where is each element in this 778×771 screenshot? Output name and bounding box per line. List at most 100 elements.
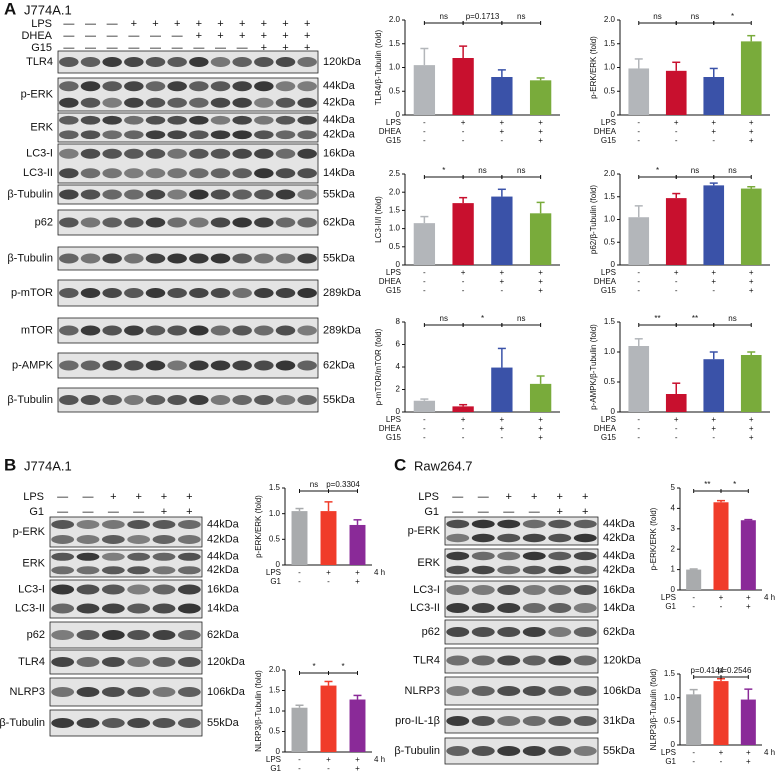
significance-label: * [341,662,344,671]
band [102,97,122,108]
band [80,288,101,298]
y-tick-label: 0 [611,110,616,119]
band [76,718,100,728]
band [177,630,201,640]
bar [713,681,729,745]
band [471,627,495,637]
condition-sign: + [161,506,167,518]
size-label: 16kDa [207,583,240,595]
band [59,57,79,67]
band [275,130,296,140]
y-tick-label: 2.0 [604,15,616,24]
band [210,360,231,371]
condition-label: DHEA [379,424,402,433]
band [101,657,125,667]
significance-label: ns [653,12,661,21]
band [152,535,176,544]
band [210,288,231,298]
condition-sign: + [749,277,754,286]
y-axis-label: p-ERK/ERK (fold) [589,36,598,99]
condition-sign: - [298,764,301,771]
band [76,552,100,561]
condition-sign: + [282,42,288,54]
condition-sign: + [674,415,679,424]
band [275,115,296,125]
bar [740,41,762,115]
band [210,130,231,140]
blot [49,579,203,619]
condition-sign: + [674,118,679,127]
band [80,57,101,67]
band [548,716,572,726]
y-axis-label: p-ERK/ERK (fold) [649,507,658,570]
band [177,535,201,544]
condition-sign: - [298,755,301,764]
condition-sign: - [637,118,640,127]
band [145,395,166,405]
condition-sign: — [57,491,68,503]
size-label: 42kDa [207,564,240,576]
condition-sign: — [478,491,489,503]
band [232,81,252,92]
condition-sign: — [452,491,463,503]
condition-sign: - [675,433,678,442]
condition-sign: + [749,286,754,295]
condition-sign: — [133,506,144,518]
band [80,253,101,264]
protein-label: LC3-II [15,602,45,614]
condition-sign: + [261,18,267,30]
bar [452,203,474,265]
condition-label: LPS [386,118,401,127]
size-label: 44kDa [603,518,636,530]
condition-sign: + [538,268,543,277]
band [189,288,209,298]
condition-sign: - [462,424,465,433]
band [210,325,231,336]
y-tick-label: 0 [611,260,616,269]
y-tick-label: 1.0 [269,706,281,715]
band [167,148,187,159]
band [446,746,470,756]
condition-sign: + [506,491,512,503]
blot [57,387,319,413]
condition-sign: — [172,42,183,54]
band [446,519,470,529]
bar [291,511,308,565]
band [51,687,75,697]
y-tick-label: 1.0 [604,215,616,224]
band [124,325,144,336]
condition-sign: + [749,433,754,442]
band [177,520,201,529]
band [522,603,546,613]
size-label: 42kDa [603,532,636,544]
condition-sign: + [326,568,331,577]
condition-sign: + [500,127,505,136]
band [471,519,495,529]
condition-sign: — [83,506,94,518]
y-tick-label: 2 [671,544,676,553]
time-label: 4 h [374,755,385,764]
band [210,189,231,200]
significance-label: ** [704,480,710,489]
significance-label: * [656,166,659,175]
band [189,115,209,125]
condition-sign: + [110,491,116,503]
condition-sign: - [675,127,678,136]
y-tick-label: 1 [671,565,676,574]
bar [349,524,366,565]
band [167,130,187,140]
band [573,533,597,543]
condition-sign: + [749,424,754,433]
band [76,566,100,575]
size-label: 120kDa [323,56,362,68]
y-axis-label: NLRP3/β-Tubulin (fold) [254,670,263,752]
condition-sign: + [500,424,505,433]
band [177,566,201,575]
band [167,57,187,67]
band [548,627,572,637]
condition-sign: + [261,30,267,42]
significance-label: * [312,662,315,671]
protein-label: NLRP3 [405,685,440,697]
band [471,585,495,595]
condition-label: DHEA [379,277,402,286]
